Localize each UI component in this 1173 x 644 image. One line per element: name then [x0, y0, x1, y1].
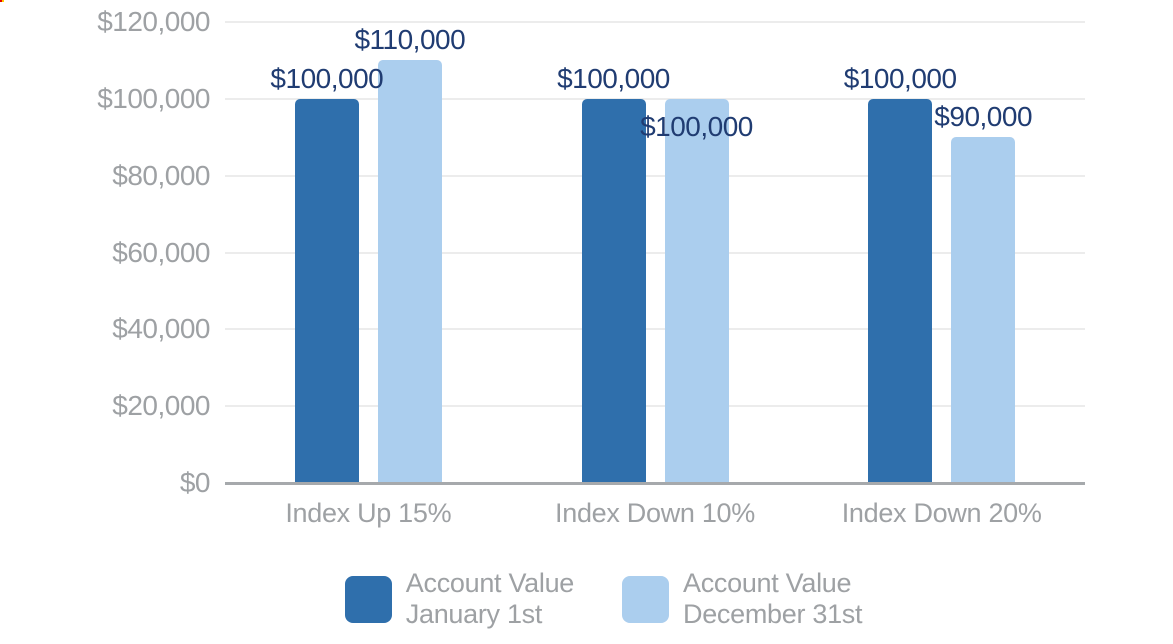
- y-axis-tick-label: $0: [179, 467, 211, 498]
- legend-label-line1: Account Value: [405, 568, 575, 598]
- gridline: [225, 328, 1085, 331]
- legend-swatch: [344, 575, 392, 623]
- gridline: [225, 405, 1085, 408]
- y-axis-tick-label: $80,000: [112, 159, 210, 191]
- y-axis-tick-label: $120,000: [97, 6, 210, 37]
- bar-december-31st: [664, 98, 729, 483]
- bar-value-label: $90,000: [934, 101, 1033, 133]
- bar-value-label: $100,000: [640, 110, 753, 142]
- legend-swatch: [622, 575, 670, 623]
- bar-december-31st: [377, 60, 442, 483]
- x-axis-category-label: Index Down 10%: [555, 498, 755, 528]
- legend-label-line2: December 31st: [683, 599, 863, 629]
- corner-artifact: [0, 0, 4, 2]
- legend-label: Account Value December 31st: [683, 568, 862, 630]
- x-axis-line: [225, 482, 1085, 485]
- bar-value-label: $100,000: [557, 62, 670, 94]
- y-axis-tick-label: $40,000: [112, 313, 210, 345]
- y-axis-tick-label: $20,000: [112, 390, 210, 422]
- gridline: [225, 174, 1085, 177]
- y-axis-tick-label: $100,000: [97, 82, 210, 114]
- gridline: [225, 251, 1085, 254]
- bar-january-1st: [868, 98, 933, 483]
- y-axis-tick-label: $60,000: [112, 236, 210, 268]
- legend-label-line2: January 1st: [405, 599, 543, 629]
- x-axis-category-label: Index Down 20%: [841, 498, 1042, 528]
- bar-january-1st: [294, 98, 359, 483]
- legend-label-line1: Account Value: [683, 568, 852, 598]
- legend-item: Account Value December 31st: [622, 568, 863, 630]
- x-axis-category-label: Index Up 15%: [285, 498, 452, 528]
- bar-value-label: $100,000: [843, 62, 957, 94]
- legend-label: Account Value January 1st: [405, 568, 575, 630]
- bar-january-1st: [581, 98, 646, 483]
- bar-december-31st: [951, 137, 1016, 483]
- chart-legend: Account Value January 1st Account Value Dec…: [0, 566, 1173, 632]
- bar-value-label: $100,000: [270, 62, 384, 94]
- gridline: [225, 21, 1085, 23]
- gridline: [225, 97, 1085, 100]
- bar-value-label: $110,000: [354, 24, 466, 56]
- legend-item: Account Value January 1st: [344, 568, 575, 630]
